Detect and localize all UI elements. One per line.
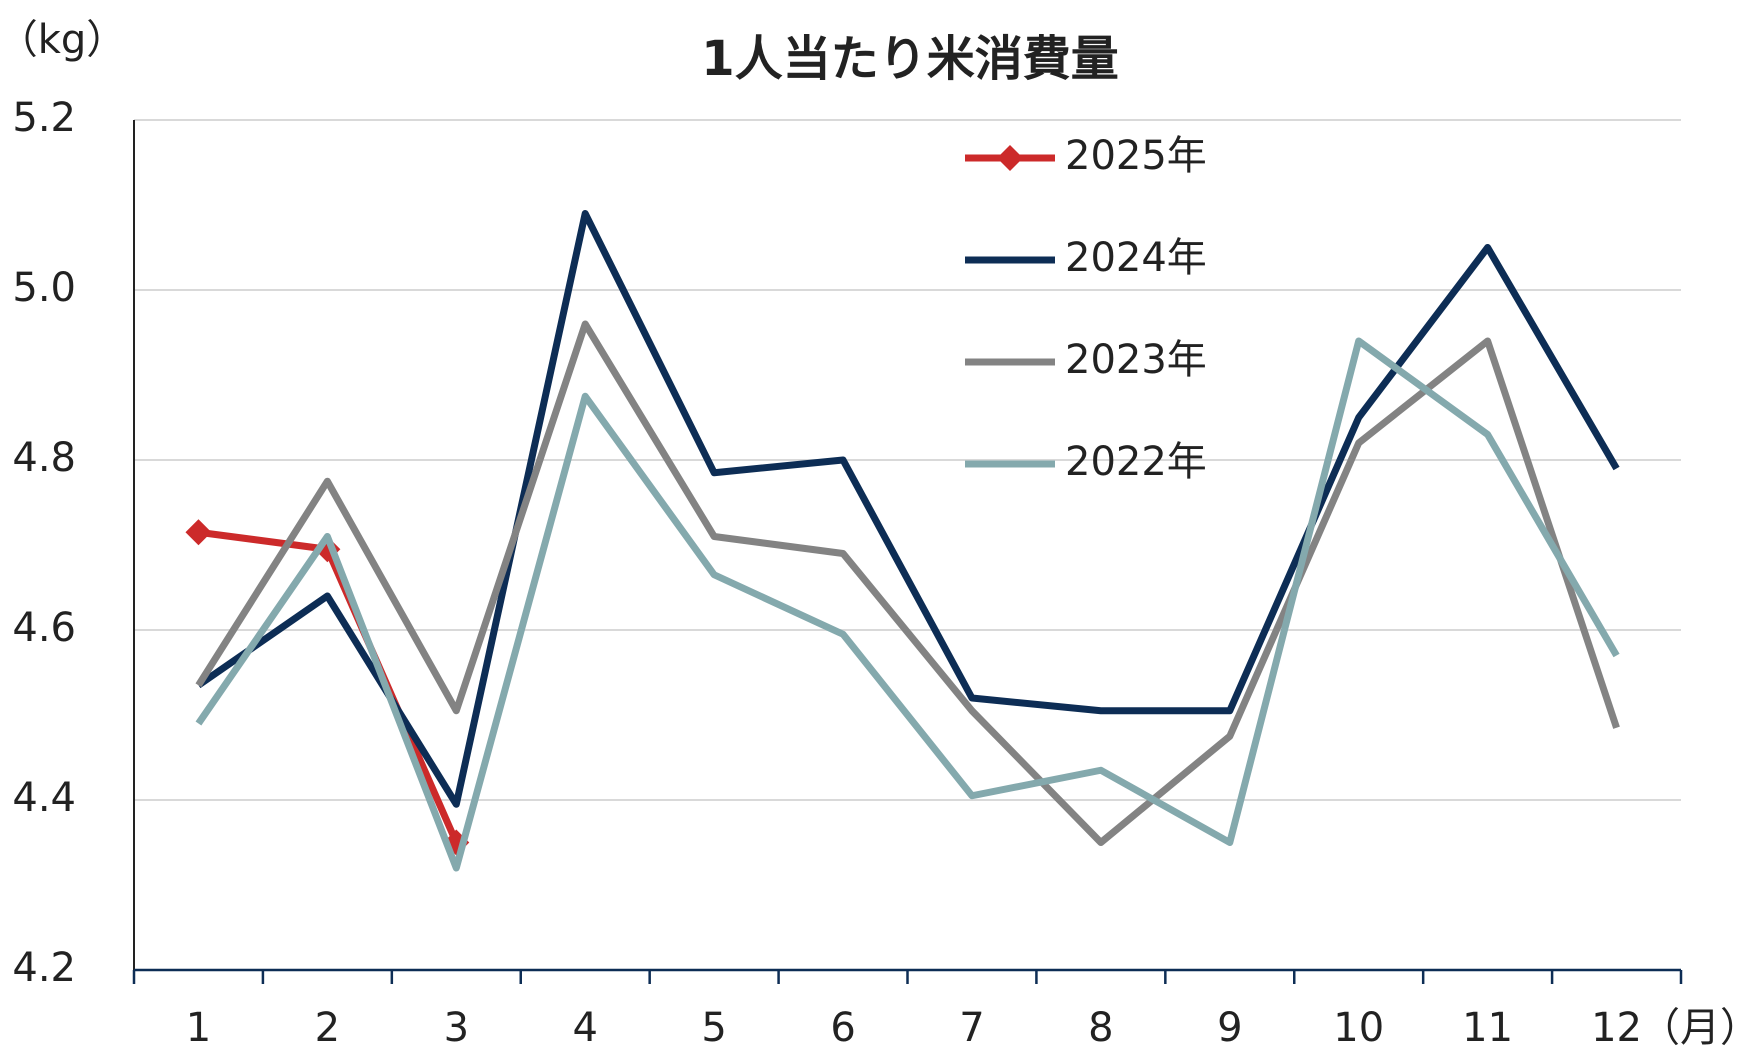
y-tick-label: 4.4: [12, 775, 76, 821]
x-tick-label: 1: [186, 1005, 211, 1051]
legend-label: 2022年: [1065, 439, 1207, 485]
y-tick-label: 4.2: [12, 945, 76, 991]
x-tick-label: 12: [1591, 1005, 1642, 1051]
legend-label: 2023年: [1065, 337, 1207, 383]
x-tick-label: 4: [572, 1005, 597, 1051]
x-tick-label: 8: [1088, 1005, 1113, 1051]
y-tick-label: 4.6: [12, 605, 76, 651]
x-tick-label: 6: [830, 1005, 855, 1051]
x-tick-label: 9: [1217, 1005, 1242, 1051]
x-unit: （月）: [1640, 1005, 1739, 1051]
marker: [185, 519, 212, 546]
series-line: [195, 337, 1620, 872]
series-line: [195, 320, 1620, 846]
legend-label: 2024年: [1065, 235, 1207, 281]
series-line: [198, 528, 460, 844]
x-tick-label: 5: [701, 1005, 726, 1051]
x-tick-label: 11: [1462, 1005, 1513, 1051]
x-tick-label: 7: [959, 1005, 984, 1051]
y-unit: （kg）: [0, 17, 126, 63]
legend-label: 2025年: [1065, 133, 1207, 179]
series-line: [196, 210, 1620, 808]
legend-marker: [997, 145, 1023, 171]
x-tick-label: 2: [315, 1005, 340, 1051]
y-tick-label: 5.2: [12, 95, 76, 141]
x-tick-label: 10: [1333, 1005, 1384, 1051]
y-tick-label: 5.0: [12, 265, 76, 311]
x-tick-label: 3: [444, 1005, 469, 1051]
y-tick-label: 4.8: [12, 435, 76, 481]
chart-title: 1人当たり米消費量: [701, 31, 1118, 87]
